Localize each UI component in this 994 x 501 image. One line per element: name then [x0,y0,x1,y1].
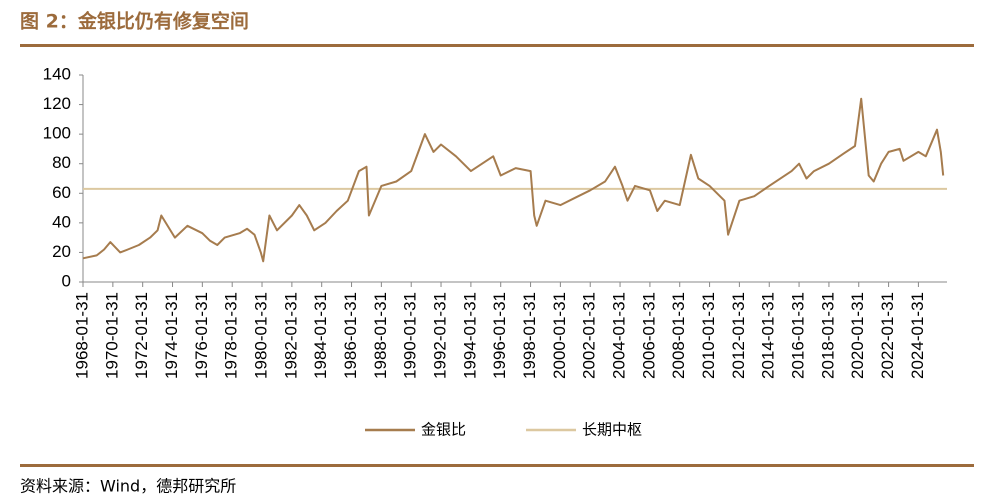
y-tick-label: 140 [43,64,71,83]
chart-title: 图 2：金银比仍有修复空间 [20,10,249,33]
x-tick-label: 1976-01-31 [192,292,211,379]
x-tick-label: 1982-01-31 [281,292,300,379]
x-tick-label: 1972-01-31 [132,292,151,379]
x-tick-label: 2022-01-31 [878,292,897,379]
x-tick-label: 2020-01-31 [848,292,867,379]
x-tick-label: 2000-01-31 [550,292,569,379]
y-tick-label: 120 [43,94,71,113]
x-tick-label: 1984-01-31 [311,292,330,379]
x-tick-label: 1998-01-31 [520,292,539,379]
x-tick-label: 2024-01-31 [908,292,927,379]
y-tick-label: 100 [43,124,71,143]
x-tick-label: 1990-01-31 [401,292,420,379]
x-tick-label: 1988-01-31 [371,292,390,379]
x-tick-label: 2008-01-31 [669,292,688,379]
x-tick-label: 2016-01-31 [789,292,808,379]
source: 资料来源：Wind，德邦研究所 [20,477,236,496]
x-tick-label: 2004-01-31 [610,292,629,379]
y-tick-label: 60 [52,183,71,202]
x-tick-label: 1996-01-31 [490,292,509,379]
top-rule [20,44,974,47]
x-tick-label: 2010-01-31 [699,292,718,379]
x-tick-label: 1986-01-31 [341,292,360,379]
y-tick-label: 80 [52,153,71,172]
y-tick-label: 0 [62,271,71,290]
x-tick-label: 1992-01-31 [431,292,450,379]
x-tick-label: 1994-01-31 [460,292,479,379]
y-tick-label: 40 [52,212,71,231]
legend-label: 长期中枢 [582,421,642,439]
y-tick-label: 20 [52,242,71,261]
x-tick-label: 2006-01-31 [639,292,658,379]
x-tick-label: 1970-01-31 [102,292,121,379]
x-tick-label: 2018-01-31 [818,292,837,379]
bottom-rule [20,464,974,467]
x-tick-label: 1974-01-31 [162,292,181,379]
x-tick-label: 1968-01-31 [72,292,91,379]
legend-label: 金银比 [421,421,466,439]
x-tick-label: 2014-01-31 [759,292,778,379]
x-tick-label: 2012-01-31 [729,292,748,379]
x-tick-label: 1980-01-31 [252,292,271,379]
series-line [82,97,945,263]
x-tick-label: 1978-01-31 [222,292,241,379]
x-tick-label: 2002-01-31 [580,292,599,379]
